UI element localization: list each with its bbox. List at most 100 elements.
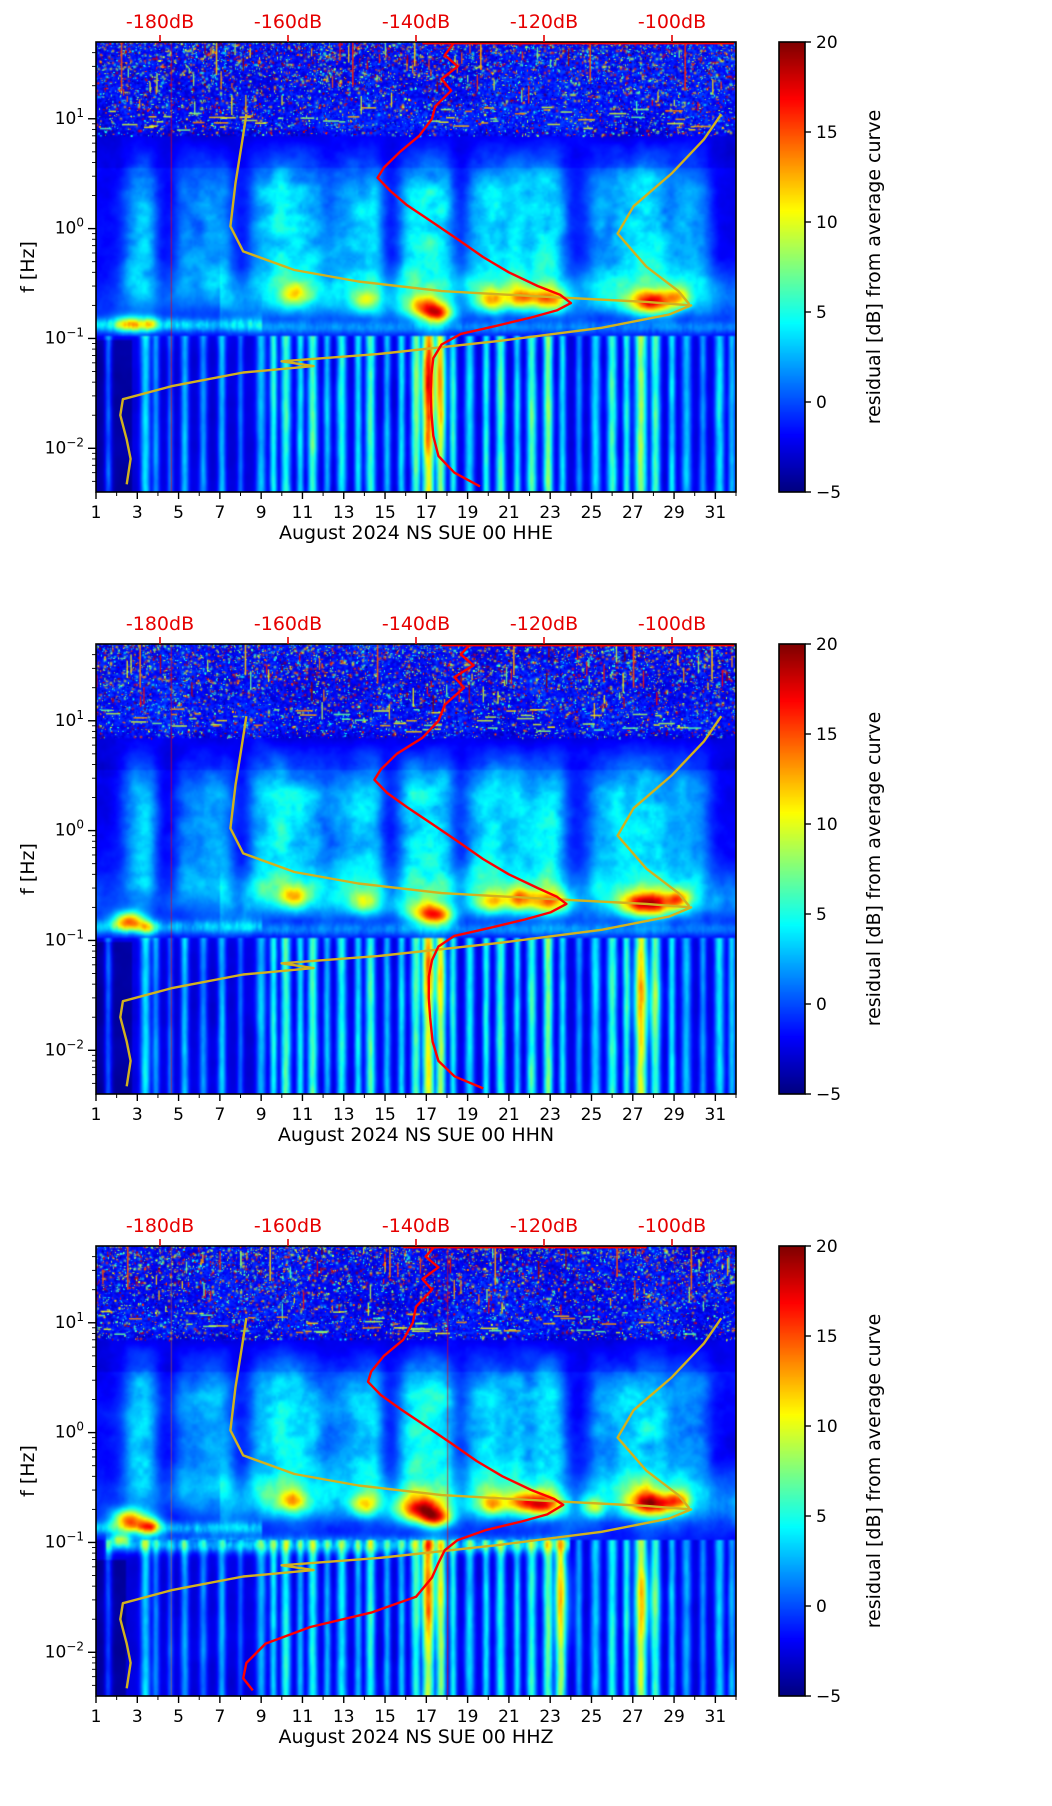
colorbar-tick-label: 5	[816, 303, 827, 323]
top-axis-tick-label: -140dB	[382, 11, 450, 33]
colorbar-tick-label: 0	[816, 995, 827, 1015]
top-axis-tick-label: -160dB	[254, 1215, 322, 1237]
yellow-reference-curve-0	[119, 1318, 693, 1689]
spectrogram-heatmap-hhn	[96, 644, 736, 1094]
curves-group	[119, 644, 735, 1090]
plot-spine	[95, 41, 737, 493]
y-tick-label: 10−2	[45, 1037, 84, 1060]
colorbar-tick-label: 20	[816, 33, 838, 53]
spectrogram-panel-hhn: -180dB -160dB -140dB -120dB -100dB 1 3 5 7 9 11 13 1…	[0, 602, 1052, 1204]
x-tick-label: 27	[622, 1105, 644, 1125]
x-tick-label: 5	[173, 1707, 184, 1727]
colorbar-tick-label: 5	[816, 905, 827, 925]
x-tick-label: 17	[416, 1105, 438, 1125]
x-tick-label: 3	[132, 1707, 143, 1727]
colorbar-label: residual [dB] from average curve	[863, 711, 885, 1027]
yellow-reference-curve-1	[616, 715, 723, 907]
y-tick-label: 101	[55, 1310, 84, 1333]
x-tick-label: 21	[498, 1105, 520, 1125]
x-tick-label: 15	[374, 503, 396, 523]
y-axis-label: f [Hz]	[17, 843, 39, 895]
colorbar-tick-label: 15	[816, 123, 838, 143]
top-axis-tick-label: -180dB	[126, 11, 194, 33]
x-tick-label: 1	[91, 503, 102, 523]
x-tick-label: 19	[457, 1707, 479, 1727]
x-tick-label: 29	[663, 1707, 685, 1727]
colorbar-tick-label: 20	[816, 635, 838, 655]
y-tick-label: 10−1	[45, 325, 84, 348]
top-axis-tick-label: -180dB	[126, 613, 194, 635]
red-psd-curve	[242, 1246, 565, 1692]
colorbar-frame	[778, 41, 806, 493]
x-tick-label: 9	[256, 503, 267, 523]
x-tick-label: 23	[539, 503, 561, 523]
top-axis-tick-label: -120dB	[510, 11, 578, 33]
x-tick-label: 1	[91, 1105, 102, 1125]
x-tick-label: 25	[581, 503, 603, 523]
colorbar-tick-label: 10	[816, 1417, 838, 1437]
colorbar-label: residual [dB] from average curve	[863, 109, 885, 425]
yellow-reference-curve-1	[616, 1317, 723, 1509]
top-axis-tick-label: -120dB	[510, 1215, 578, 1237]
colorbar-gradient-hhz	[779, 1246, 805, 1696]
spectrogram-heatmap-hhz	[96, 1246, 736, 1696]
x-tick-label: 27	[622, 1707, 644, 1727]
x-axis-label: August 2024 NS SUE 00 HHE	[278, 522, 554, 544]
colorbar-tick-label: 15	[816, 725, 838, 745]
y-tick-label: 100	[55, 1420, 84, 1443]
yellow-reference-curve-0	[119, 716, 693, 1087]
colorbar-tick-label: 0	[816, 393, 827, 413]
x-tick-label: 7	[214, 1707, 225, 1727]
top-axis-tick-label: -100dB	[638, 613, 706, 635]
x-tick-label: 7	[214, 1105, 225, 1125]
x-tick-label: 19	[457, 1105, 479, 1125]
colorbar-frame	[778, 1245, 806, 1697]
x-axis-label: August 2024 NS SUE 00 HHZ	[278, 1726, 554, 1748]
x-tick-label: 13	[333, 1707, 355, 1727]
top-axis-tick-label: -180dB	[126, 1215, 194, 1237]
x-tick-label: 19	[457, 503, 479, 523]
x-tick-label: 21	[498, 1707, 520, 1727]
colorbar-gradient-hhn	[779, 644, 805, 1094]
x-tick-label: 27	[622, 503, 644, 523]
y-tick-label: 101	[55, 106, 84, 129]
x-tick-label: 5	[173, 1105, 184, 1125]
top-axis-tick-label: -140dB	[382, 613, 450, 635]
colorbar-tick-label: −5	[816, 483, 841, 503]
x-tick-label: 29	[663, 1105, 685, 1125]
plot-spine	[95, 1245, 737, 1697]
x-tick-label: 23	[539, 1105, 561, 1125]
colorbar-tick-label: 5	[816, 1507, 827, 1527]
curves-group	[119, 42, 735, 488]
x-tick-label: 31	[705, 503, 727, 523]
x-tick-label: 5	[173, 503, 184, 523]
x-tick-label: 11	[292, 503, 314, 523]
curves-group	[119, 1246, 723, 1692]
colorbar-tick-label: 15	[816, 1327, 838, 1347]
x-tick-label: 25	[581, 1707, 603, 1727]
red-psd-curve	[373, 644, 568, 1090]
colorbar-tick-label: 0	[816, 1597, 827, 1617]
x-tick-label: 17	[416, 503, 438, 523]
spectrogram-panel-hhe: -180dB -160dB -140dB -120dB -100dB 1 3 5 7 9 11 13 1…	[0, 0, 1052, 602]
x-tick-label: 13	[333, 1105, 355, 1125]
colorbar-gradient-hhe	[779, 42, 805, 492]
colorbar-tick-label: 10	[816, 213, 838, 233]
x-tick-label: 3	[132, 503, 143, 523]
top-axis-tick-label: -140dB	[382, 1215, 450, 1237]
colorbar-tick-label: −5	[816, 1085, 841, 1105]
x-tick-label: 11	[292, 1105, 314, 1125]
y-tick-label: 10−1	[45, 927, 84, 950]
top-axis-tick-label: -160dB	[254, 11, 322, 33]
x-tick-label: 15	[374, 1707, 396, 1727]
top-axis-tick-label: -100dB	[638, 1215, 706, 1237]
x-tick-label: 29	[663, 503, 685, 523]
yellow-reference-curve-0	[119, 114, 693, 485]
top-axis-tick-label: -100dB	[638, 11, 706, 33]
y-tick-label: 100	[55, 216, 84, 239]
red-psd-curve	[376, 42, 573, 488]
x-tick-label: 17	[416, 1707, 438, 1727]
top-axis-tick-label: -120dB	[510, 613, 578, 635]
y-axis-label: f [Hz]	[17, 241, 39, 293]
